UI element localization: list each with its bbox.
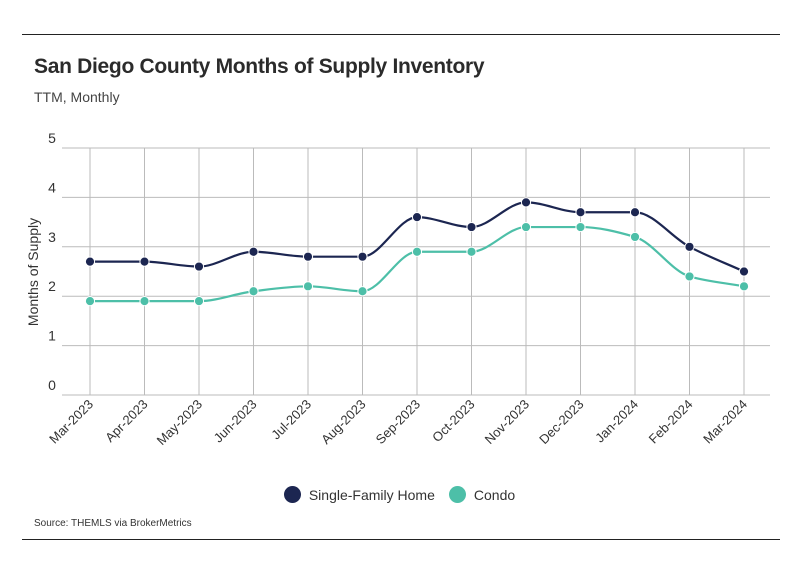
condo-swatch-icon <box>448 486 466 503</box>
chart-title: San Diego County Months of Supply Invent… <box>34 55 485 78</box>
data-point-single-family[interactable] <box>466 221 477 233</box>
data-point-condo[interactable] <box>466 246 477 257</box>
data-point-single-family[interactable] <box>738 266 750 277</box>
data-point-condo[interactable] <box>684 271 695 282</box>
data-point-condo[interactable] <box>84 296 96 307</box>
data-point-single-family[interactable] <box>302 251 314 262</box>
data-point-condo[interactable] <box>139 296 150 307</box>
x-tick-label: Dec-2023 <box>536 397 586 447</box>
legend-item-condo[interactable]: Condo <box>448 486 516 503</box>
x-tick-label: Nov-2023 <box>482 397 532 447</box>
data-point-single-family[interactable] <box>629 207 641 218</box>
grid <box>62 147 770 396</box>
y-tick-label: 0 <box>48 377 56 393</box>
data-point-single-family[interactable] <box>575 207 586 218</box>
x-tick-label: Mar-2024 <box>700 397 750 447</box>
legend-label-single-family: Single-Family Home <box>308 486 435 503</box>
data-point-condo[interactable] <box>575 221 586 233</box>
x-tick-label: Feb-2024 <box>646 397 696 447</box>
data-point-single-family[interactable] <box>139 256 150 267</box>
data-point-condo[interactable] <box>738 281 750 292</box>
data-point-condo[interactable] <box>193 296 205 307</box>
x-tick-label: Apr-2023 <box>102 397 150 445</box>
series-group <box>84 197 750 307</box>
x-tick-label: Oct-2023 <box>429 397 477 445</box>
y-tick-label: 3 <box>48 229 56 245</box>
data-point-condo[interactable] <box>357 286 368 297</box>
x-tick-label: Jul-2023 <box>268 397 314 443</box>
y-tick-labels: 0 1 2 3 4 5 <box>48 130 56 393</box>
legend-label-condo: Condo <box>473 486 516 503</box>
legend: Single-Family Home Condo <box>0 486 799 503</box>
source-note: Source: THEMLS via BrokerMetrics <box>34 518 192 529</box>
data-point-single-family[interactable] <box>520 197 532 208</box>
data-point-single-family[interactable] <box>248 246 259 257</box>
data-point-single-family[interactable] <box>684 241 695 252</box>
data-point-condo[interactable] <box>302 281 314 292</box>
y-tick-label: 4 <box>48 179 56 195</box>
top-rule <box>22 34 780 35</box>
x-tick-label: Aug-2023 <box>318 397 368 447</box>
y-tick-label: 2 <box>48 278 56 294</box>
x-tick-label: Jan-2024 <box>592 397 641 446</box>
x-tick-label: Mar-2023 <box>46 397 96 447</box>
bottom-rule <box>22 539 780 540</box>
chart-subtitle: TTM, Monthly <box>34 89 120 105</box>
data-point-condo[interactable] <box>629 231 641 243</box>
x-tick-labels: Mar-2023 Apr-2023 May-2023 Jun-2023 Jul-2023… <box>46 397 750 448</box>
single-family-swatch-icon <box>283 486 301 503</box>
y-tick-label: 1 <box>48 328 56 344</box>
data-point-single-family[interactable] <box>193 261 205 272</box>
y-axis-label: Months of Supply <box>25 218 41 326</box>
data-point-single-family[interactable] <box>357 251 368 262</box>
x-tick-label: Sep-2023 <box>373 397 423 447</box>
data-point-single-family[interactable] <box>411 212 423 223</box>
data-point-condo[interactable] <box>520 221 532 233</box>
x-tick-label: May-2023 <box>154 397 205 448</box>
y-tick-label: 5 <box>48 130 56 146</box>
x-tick-label: Jun-2023 <box>211 397 260 446</box>
data-point-single-family[interactable] <box>84 256 96 267</box>
data-point-condo[interactable] <box>411 246 423 257</box>
data-point-condo[interactable] <box>248 286 259 297</box>
legend-item-single-family[interactable]: Single-Family Home <box>283 486 435 503</box>
